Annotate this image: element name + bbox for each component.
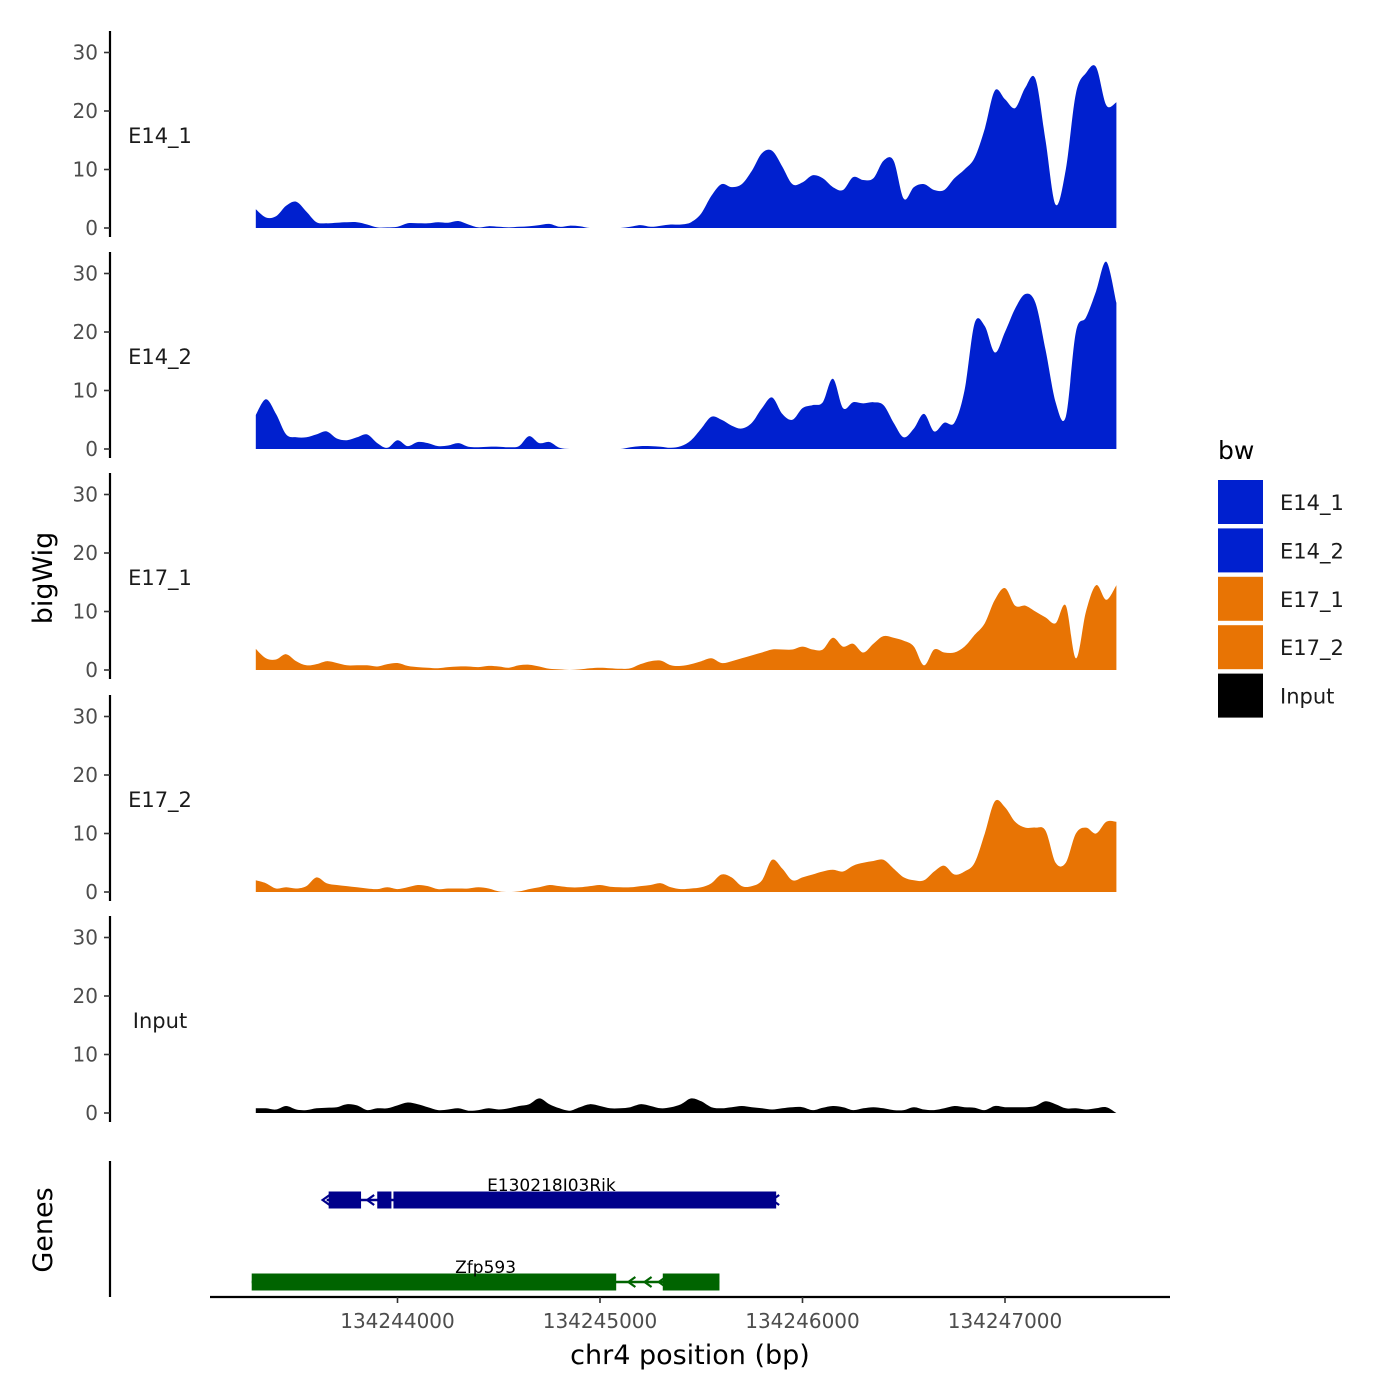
legend-swatch bbox=[1218, 528, 1263, 573]
legend-item-input: Input bbox=[1218, 673, 1334, 718]
y-tick-label: 20 bbox=[73, 320, 98, 344]
gene-exon bbox=[377, 1191, 392, 1209]
track-e14-1: 0 10 20 30 E14_1 bbox=[73, 31, 1117, 240]
y-tick-label: 10 bbox=[73, 1043, 98, 1067]
gene-zfp593: Zfp593 bbox=[251, 1258, 720, 1291]
y-tick-label: 30 bbox=[73, 483, 98, 507]
y-axis-title: bigWig bbox=[28, 532, 59, 625]
track-label: E17_1 bbox=[128, 566, 192, 591]
gene-exon bbox=[328, 1191, 362, 1209]
y-tick-label: 30 bbox=[73, 41, 98, 65]
x-tick-label: 134246000 bbox=[745, 1309, 860, 1333]
legend-label: E17_2 bbox=[1280, 636, 1344, 661]
y-tick-label: 0 bbox=[85, 880, 98, 904]
legend-label: Input bbox=[1280, 685, 1334, 709]
y-tick-label: 10 bbox=[73, 822, 98, 846]
gene-exon bbox=[662, 1273, 720, 1291]
track-label: Input bbox=[133, 1009, 187, 1033]
x-tick-label: 134247000 bbox=[948, 1309, 1063, 1333]
y-tick-label: 30 bbox=[73, 705, 98, 729]
strand-arrow bbox=[770, 1194, 780, 1206]
coverage-area-e14-2 bbox=[255, 261, 1117, 449]
y-tick-label: 20 bbox=[73, 763, 98, 787]
legend-item-e17-1: E17_1 bbox=[1218, 576, 1344, 621]
y-tick-label: 30 bbox=[73, 926, 98, 950]
strand-arrow bbox=[320, 1194, 331, 1206]
x-axis-title: chr4 position (bp) bbox=[570, 1340, 810, 1371]
legend-swatch bbox=[1218, 673, 1263, 718]
y-tick-label: 0 bbox=[85, 1101, 98, 1125]
legend-label: E17_1 bbox=[1280, 588, 1344, 613]
x-tick-label: 134245000 bbox=[543, 1309, 658, 1333]
track-e17-1: 0 10 20 30 E17_1 bbox=[73, 473, 1117, 682]
track-e17-2: 0 10 20 30 E17_2 bbox=[73, 695, 1117, 904]
y-tick-label: 30 bbox=[73, 262, 98, 286]
legend-title: bw bbox=[1218, 436, 1254, 465]
y-tick-label: 0 bbox=[85, 658, 98, 682]
legend: bw E14_1 E14_2 E17_1 E17_2 Input bbox=[1218, 436, 1344, 718]
coverage-area-e17-2 bbox=[255, 799, 1117, 892]
gene-label: Zfp593 bbox=[455, 1258, 516, 1278]
y-tick-label: 0 bbox=[85, 216, 98, 240]
legend-swatch bbox=[1218, 625, 1263, 670]
legend-item-e17-2: E17_2 bbox=[1218, 625, 1344, 670]
coverage-area-e17-1 bbox=[255, 585, 1117, 670]
coverage-area-input bbox=[255, 1098, 1117, 1113]
track-e14-2: 0 10 20 30 E14_2 bbox=[73, 252, 1117, 461]
coverage-tracks: 0 10 20 30 E14_1 0 10 20 30 E14_2 0 10 20 30 E17_1 0 10 2… bbox=[73, 31, 1117, 1125]
y-tick-label: 0 bbox=[85, 437, 98, 461]
gene-label: E130218I03Rik bbox=[487, 1176, 616, 1196]
track-input: 0 10 20 30 Input bbox=[73, 916, 1117, 1125]
legend-item-e14-1: E14_1 bbox=[1218, 480, 1344, 524]
legend-item-e14-2: E14_2 bbox=[1218, 528, 1344, 573]
genes-panel-title: Genes bbox=[28, 1187, 59, 1272]
strand-arrow bbox=[656, 1276, 667, 1288]
y-tick-label: 10 bbox=[73, 158, 98, 182]
y-tick-label: 10 bbox=[73, 379, 98, 403]
gene-exon bbox=[251, 1273, 617, 1291]
legend-label: E14_2 bbox=[1280, 539, 1344, 564]
track-label: E17_2 bbox=[128, 788, 192, 813]
legend-label: E14_1 bbox=[1280, 491, 1344, 516]
y-tick-label: 10 bbox=[73, 600, 98, 624]
coverage-area-e14-1 bbox=[255, 65, 1117, 228]
x-axis: 134244000 134245000 134246000 134247000 bbox=[210, 1295, 1170, 1333]
x-tick-label: 134244000 bbox=[340, 1309, 455, 1333]
legend-swatch bbox=[1218, 480, 1263, 524]
strand-arrow bbox=[626, 1276, 637, 1288]
track-label: E14_2 bbox=[128, 345, 192, 370]
y-tick-label: 20 bbox=[73, 99, 98, 123]
y-tick-label: 20 bbox=[73, 541, 98, 565]
track-label: E14_1 bbox=[128, 124, 192, 149]
strand-arrow bbox=[365, 1194, 375, 1206]
y-tick-label: 20 bbox=[73, 984, 98, 1008]
gene-exon bbox=[393, 1191, 777, 1209]
legend-swatch bbox=[1218, 576, 1263, 621]
genes-track: E130218I03Rik Zfp593 bbox=[108, 1161, 780, 1297]
gene-e130218i03rik: E130218I03Rik bbox=[320, 1176, 780, 1209]
strand-arrow bbox=[642, 1276, 653, 1288]
